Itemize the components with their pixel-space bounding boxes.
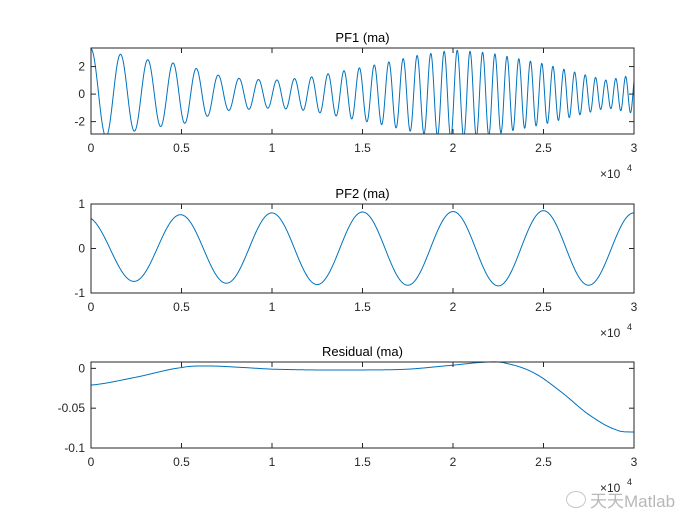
x-tick-label: 3	[631, 455, 638, 469]
y-tick-label: -1	[74, 286, 85, 300]
x-tick-label: 0	[88, 455, 95, 469]
x-tick-label: 0	[88, 300, 95, 314]
chart-title: PF2 (ma)	[335, 186, 389, 201]
x-tick-label: 2.5	[535, 141, 552, 155]
x-tick-label: 2	[450, 455, 457, 469]
series-line-pf2	[90, 210, 634, 287]
x-tick-label: 2	[450, 300, 457, 314]
x-tick-label: 1	[269, 455, 276, 469]
x-tick-label: 3	[631, 300, 638, 314]
y-tick-label: 0	[78, 242, 85, 256]
x-tick-label: 2.5	[535, 300, 552, 314]
y-tick-label: 0	[78, 87, 85, 101]
series-line-pf1	[90, 48, 635, 135]
x-exponent-label: ×10	[600, 481, 621, 495]
x-tick-label: 1.5	[354, 455, 371, 469]
x-tick-label: 0.5	[173, 300, 190, 314]
axes-box	[90, 361, 635, 449]
x-exponent-power: 4	[627, 322, 632, 332]
x-tick-label: 1	[269, 300, 276, 314]
x-tick-label: 0.5	[173, 141, 190, 155]
y-tick-label: 2	[78, 60, 85, 74]
subplot-1: PF1 (ma)0 0.5 1 1.5 2 2.5 3×10 420-2	[74, 30, 637, 181]
subplot-2: PF2 (ma)0 0.5 1 1.5 2 2.5 3×10 410-1	[74, 186, 637, 340]
x-tick-label: 2.5	[535, 455, 552, 469]
series-line-residual	[90, 361, 635, 433]
x-tick-label: 1	[269, 141, 276, 155]
x-tick-label: 0.5	[173, 455, 190, 469]
y-tick-label: 0	[78, 361, 85, 375]
chart-title: Residual (ma)	[322, 344, 403, 359]
subplot-3: Residual (ma) 0 0.5 1 1.5 2 2.5 3 ×10 4 0 -0.05 -0.1	[58, 344, 638, 495]
x-exponent-power: 4	[627, 163, 632, 173]
x-tick-label: 1.5	[354, 300, 371, 314]
y-tick-label: -2	[74, 115, 85, 129]
x-tick-label: 2	[450, 141, 457, 155]
y-tick-label: 1	[78, 197, 85, 211]
x-exponent-label: ×10	[600, 326, 621, 340]
watermark: 天天Matlab	[566, 487, 675, 512]
x-tick-label: 3	[631, 141, 638, 155]
y-tick-label: -0.05	[58, 401, 86, 415]
x-exponent-label: ×10	[600, 167, 621, 181]
x-exponent-power: 4	[627, 477, 632, 487]
y-tick-label: -0.1	[64, 441, 85, 455]
x-tick-label: 0	[88, 141, 95, 155]
chart-title: PF1 (ma)	[335, 30, 389, 45]
wechat-icon	[566, 491, 586, 508]
x-tick-label: 1.5	[354, 141, 371, 155]
watermark-text: 天天Matlab	[590, 492, 676, 511]
